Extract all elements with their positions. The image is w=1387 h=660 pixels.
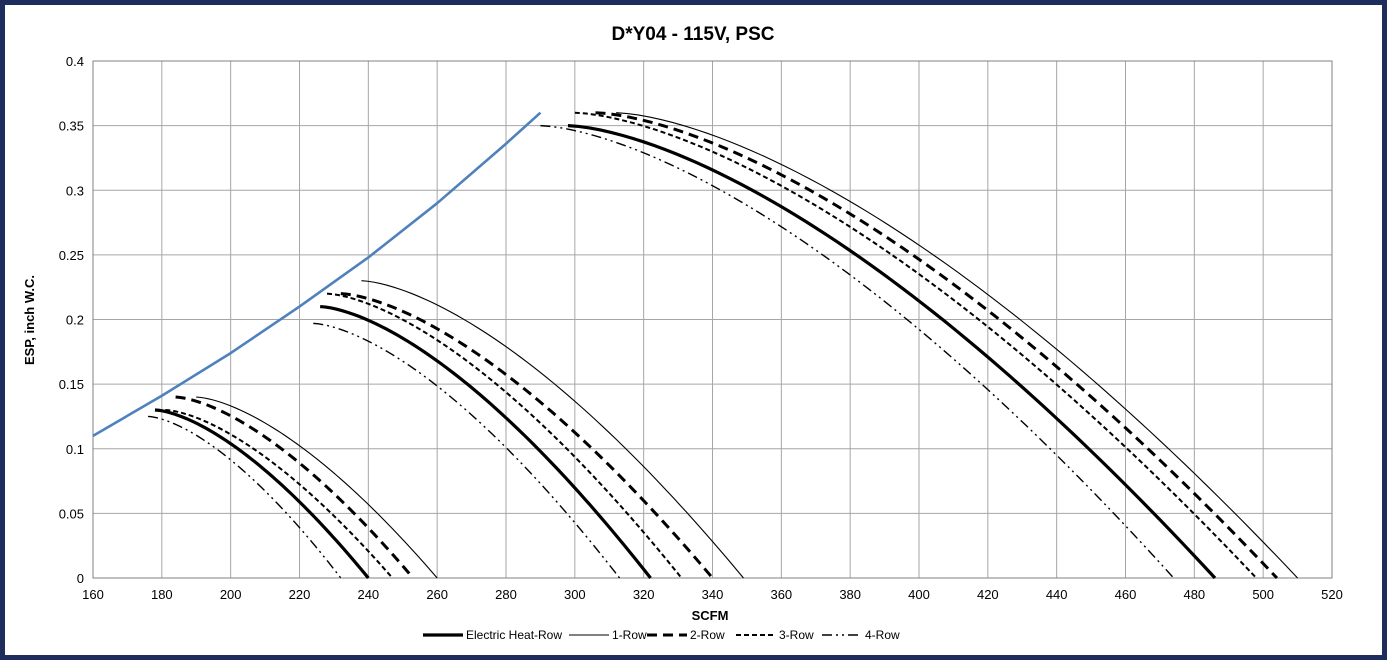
legend-label-1: 1-Row	[612, 628, 647, 642]
curve-series-2-segment-0	[175, 395, 415, 579]
curve-series-1-segment-2	[616, 112, 1298, 579]
x-tick-label: 240	[357, 587, 379, 602]
x-tick-label: 340	[702, 587, 724, 602]
y-tick-label: 0	[77, 571, 84, 586]
grid	[92, 60, 1333, 579]
y-tick-label: 0.3	[66, 183, 84, 198]
x-tick-label: 480	[1183, 587, 1205, 602]
curve-series-0-segment-2	[567, 124, 1217, 580]
legend-label-2: 2-Row	[690, 628, 725, 642]
curve-series-2-segment-2	[595, 111, 1279, 580]
curve-series-3-segment-2	[574, 111, 1258, 579]
x-tick-label: 420	[977, 587, 999, 602]
curve-series-0-segment-0	[154, 408, 370, 580]
x-tick-label: 180	[151, 587, 173, 602]
curve-series-4-segment-2	[540, 124, 1175, 579]
y-tick-label: 0.1	[66, 442, 84, 457]
x-axis-ticks: 160 180 200 220 240 260 280 300 320 340 360 380 400 4…	[82, 587, 1343, 602]
curves	[148, 111, 1298, 580]
y-axis-ticks: 0 0.05 0.1 0.15 0.2 0.25 0.3 0.35 0.4	[59, 54, 84, 586]
x-tick-label: 320	[633, 587, 655, 602]
y-axis-label: ESP, inch W.C.	[22, 275, 37, 365]
x-axis-label: SCFM	[692, 608, 729, 623]
curve-series-0-segment-1	[320, 304, 652, 579]
legend-label-3: 3-Row	[779, 628, 814, 642]
x-tick-label: 260	[426, 587, 448, 602]
x-tick-label: 520	[1321, 587, 1343, 602]
x-tick-label: 220	[289, 587, 311, 602]
curve-series-3-segment-0	[165, 408, 394, 579]
legend-label-4: 4-Row	[865, 628, 900, 642]
y-tick-label: 0.15	[59, 377, 84, 392]
legend: Electric Heat-Row 1-Row 2-Row 3-Row 4-Row	[423, 628, 900, 642]
y-tick-label: 0.2	[66, 313, 84, 328]
curve-series-2-segment-1	[340, 292, 714, 579]
y-tick-label: 0.35	[59, 119, 84, 134]
curve-series-3-segment-1	[326, 292, 683, 579]
x-tick-label: 400	[908, 587, 930, 602]
chart-title: D*Y04 - 115V, PSC	[611, 24, 774, 45]
x-tick-label: 440	[1046, 587, 1068, 602]
y-tick-label: 0.05	[59, 506, 84, 521]
y-tick-label: 0.4	[66, 54, 84, 69]
x-tick-label: 200	[220, 587, 242, 602]
curve-series-4-segment-1	[313, 322, 621, 579]
curve-series-1-segment-0	[196, 396, 438, 579]
curve-series-1-segment-1	[361, 280, 744, 579]
curve-series-4-segment-0	[148, 415, 342, 579]
legend-label-0: Electric Heat-Row	[466, 628, 562, 642]
x-tick-label: 500	[1252, 587, 1274, 602]
y-tick-label: 0.25	[59, 248, 84, 263]
operating-envelope-line	[92, 111, 542, 437]
x-tick-label: 300	[564, 587, 586, 602]
x-tick-label: 280	[495, 587, 517, 602]
envelope-group	[92, 111, 542, 437]
x-tick-label: 360	[770, 587, 792, 602]
x-tick-label: 380	[839, 587, 861, 602]
x-tick-label: 160	[82, 587, 104, 602]
x-tick-label: 460	[1115, 587, 1137, 602]
plot-area-border	[92, 60, 1333, 579]
